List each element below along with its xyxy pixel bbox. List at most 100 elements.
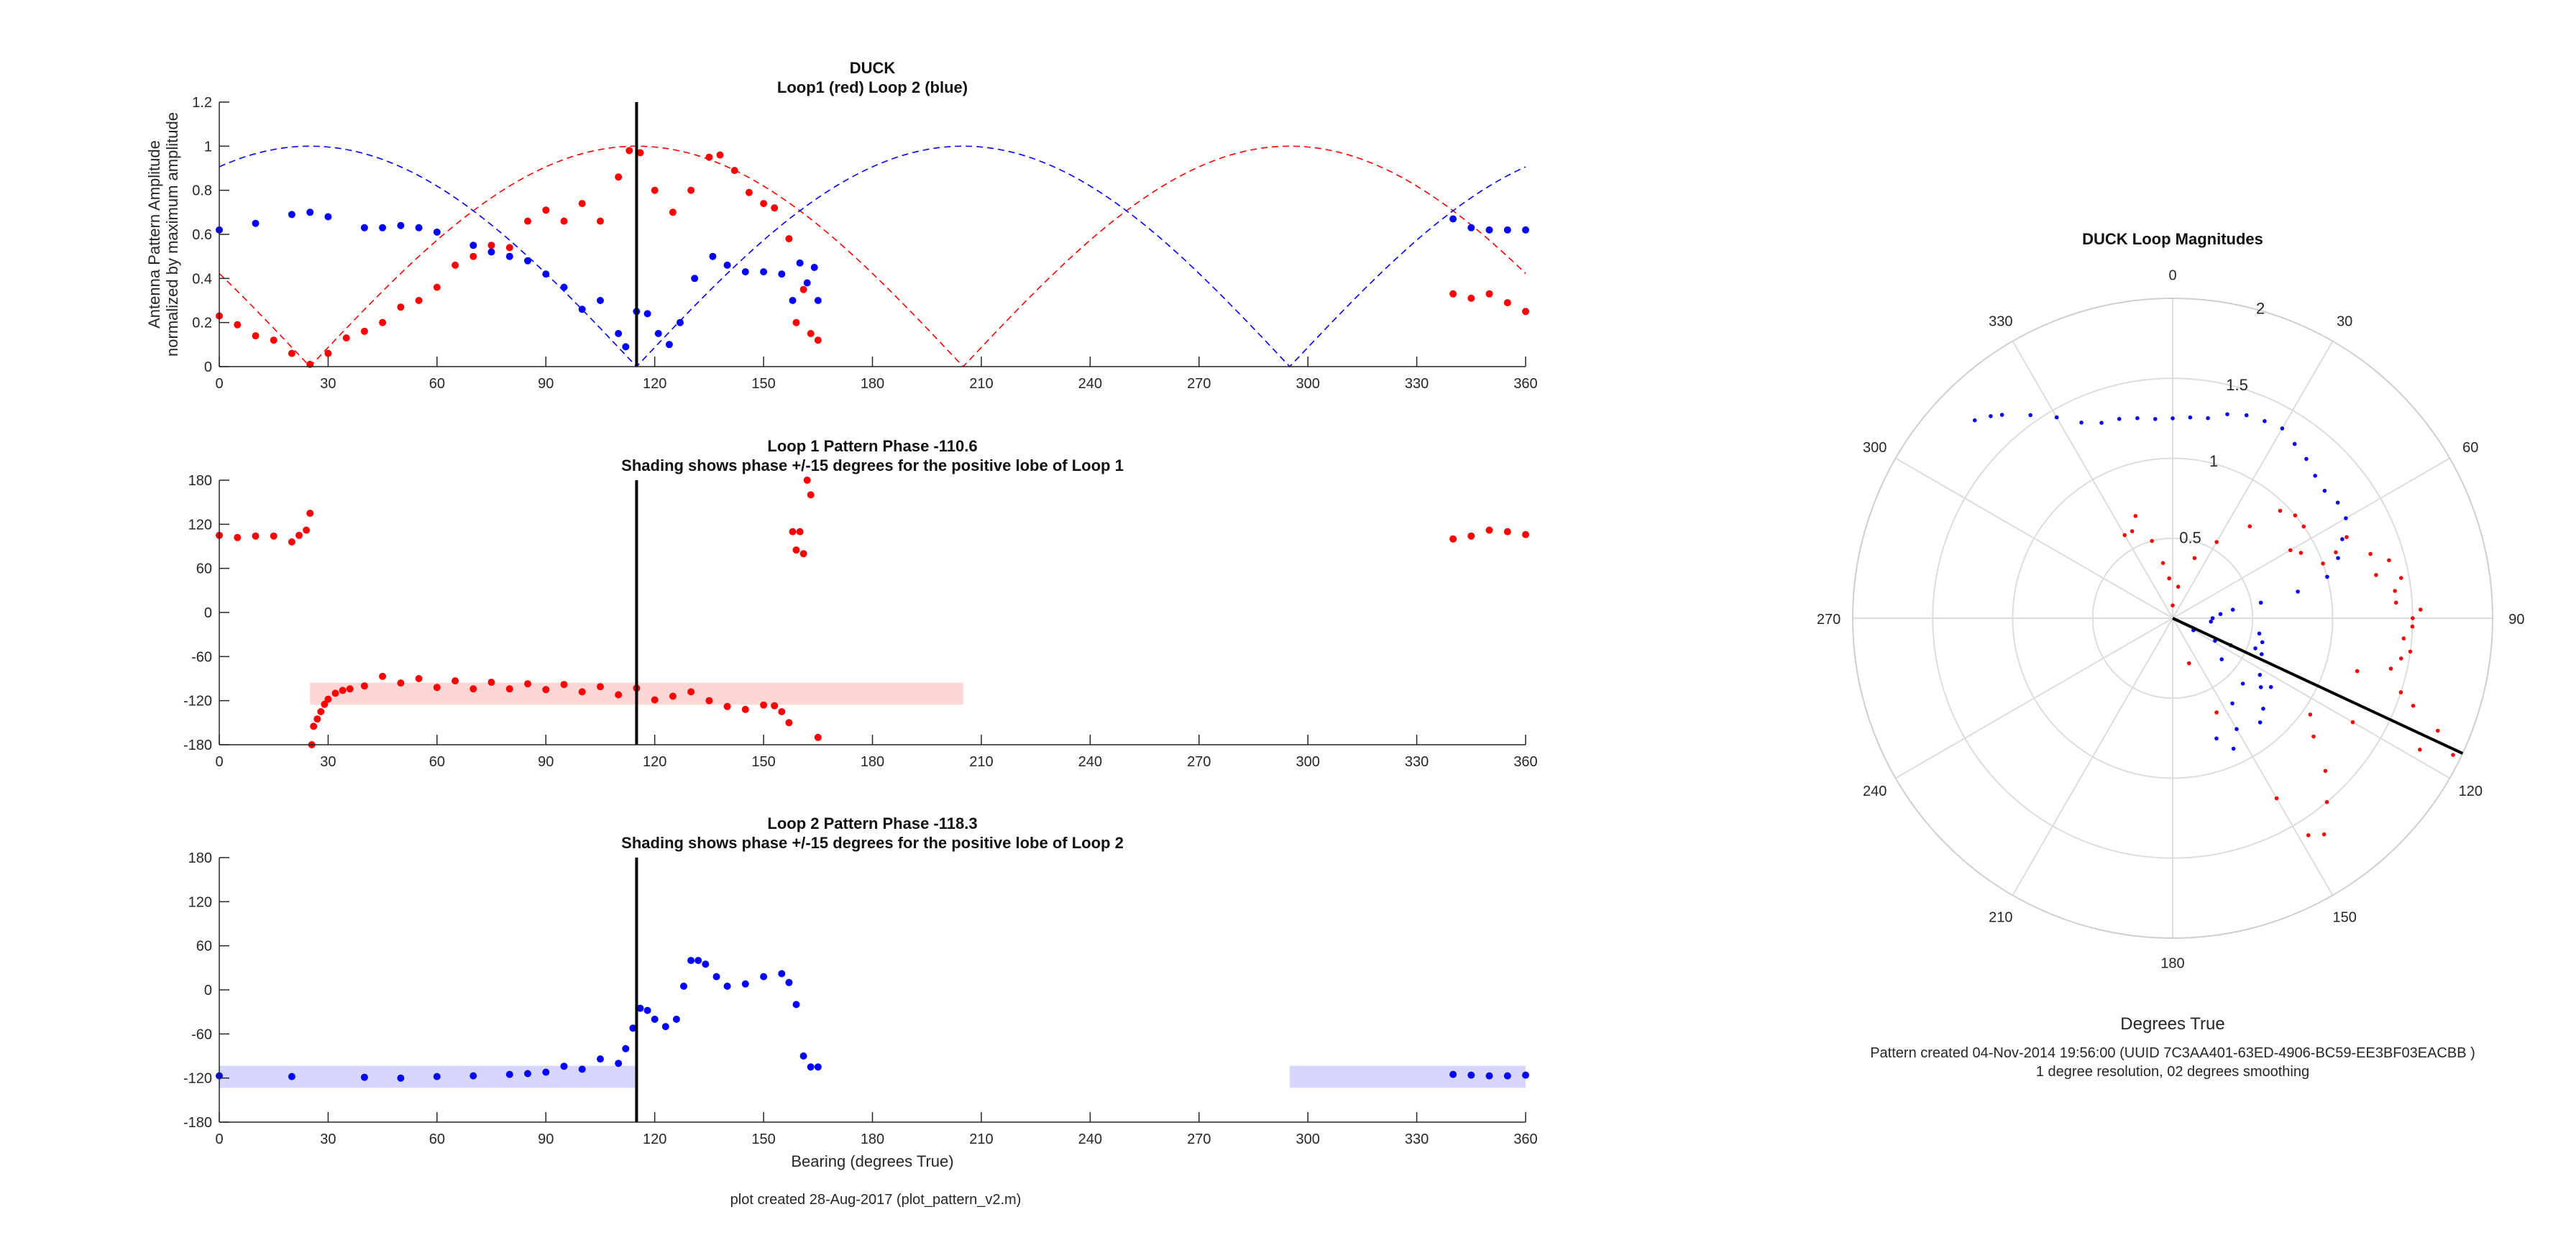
pattern-created-caption: Pattern created 04-Nov-2014 19:56:00 (UU… [1870,1045,2475,1061]
x-tick-label: 270 [1187,754,1211,770]
x-tick-label: 300 [1296,376,1319,392]
data-point [687,957,695,965]
polar-data-point [1989,414,1993,418]
x-tick-label: 210 [969,754,993,770]
x-tick-label: 300 [1296,754,1319,770]
polar-data-point [2130,529,2135,533]
polar-data-point [1999,413,2004,417]
polar-radial-label: 1.5 [2226,376,2248,394]
data-point [1485,1072,1493,1080]
polar-xlabel: Degrees True [2120,1014,2224,1034]
y-tick-label: -120 [183,1071,212,1087]
data-point [712,973,720,981]
data-point [578,306,586,313]
data-point [560,217,568,225]
data-point [505,244,513,252]
polar-data-point [2230,701,2234,706]
amp-title-line: Loop1 (red) Loop 2 (blue) [777,78,968,96]
polar-data-point [2293,513,2298,518]
data-point [469,685,477,693]
data-point [524,680,531,688]
polar-data-point [2122,533,2127,538]
data-point [636,1004,644,1012]
data-point [597,1055,604,1063]
data-point [771,702,779,710]
data-point [317,708,325,715]
data-point [542,206,550,214]
data-point [615,330,623,337]
data-point [324,349,332,357]
polar-data-point [2258,685,2263,689]
data-point [615,691,623,699]
data-point [295,531,303,539]
polar-data-point [2028,413,2032,418]
x-tick-label: 0 [215,376,223,392]
data-point [778,708,786,715]
data-point [796,259,804,267]
data-point [560,681,568,689]
polar-data-point [2388,666,2393,671]
y-tick-label: 0 [204,605,212,621]
data-point [1449,290,1457,298]
data-point [771,204,779,212]
y-tick-label: 0 [204,359,212,375]
polar-data-point [2240,681,2245,686]
data-point [796,528,804,536]
data-point [252,532,260,540]
data-point [270,336,278,344]
polar-data-point [2209,619,2213,624]
data-point [792,1001,800,1009]
resolution-caption: 1 degree resolution, 02 degrees smoothin… [2036,1064,2309,1080]
polar-data-point [2350,720,2355,725]
polar-data-point [2368,551,2373,556]
data-point [452,261,459,269]
data-point [745,188,753,196]
amp-ylabel-line: Antenna Pattern Amplitude [145,140,163,329]
y-tick-label: 180 [188,473,212,489]
data-point [723,982,731,990]
data-point [1485,226,1493,234]
x-tick-label: 360 [1513,376,1537,392]
data-point [814,336,822,344]
ph1-title-line: Loop 1 Pattern Phase -110.6 [767,437,977,455]
x-tick-label: 150 [751,754,775,770]
data-point [669,208,677,216]
polar-data-point [2292,441,2297,446]
amp-ylabel-line: normalized by maximum amplitude [163,112,181,357]
polar-data-point [2133,514,2138,518]
data-point [687,186,695,194]
polar-data-point [2418,607,2423,612]
data-point [1503,299,1511,307]
polar-data-point [2374,573,2378,577]
x-tick-label: 60 [429,1131,445,1147]
polar-data-point [2099,421,2104,425]
amp-title-line: DUCK [850,59,896,77]
polar-data-point [2411,616,2415,620]
polar-angle-label: 180 [2160,955,2184,971]
data-point [615,1060,623,1068]
data-point [288,538,295,546]
polar-data-point [2054,415,2059,420]
x-tick-label: 60 [429,754,445,770]
polar-data-point [2225,412,2229,417]
data-point [622,343,630,351]
ph2-title-line: Loop 2 Pattern Phase -118.3 [767,814,977,832]
polar-data-point [2393,589,2397,593]
polar-data-point [2261,707,2265,711]
data-point [288,349,295,357]
data-point [1449,215,1457,223]
data-point [669,692,677,700]
polar-data-point [2263,419,2267,423]
data-point [807,1063,815,1071]
data-point [360,224,368,231]
x-tick-label: 240 [1078,754,1102,770]
polar-data-point [2355,669,2360,674]
polar-angle-label: 30 [2337,314,2352,330]
data-point [313,715,321,723]
data-point [814,1063,822,1071]
data-point [542,270,550,278]
polar-data-point [2306,833,2311,837]
polar-data-point [2150,538,2154,543]
polar-data-point [2340,537,2344,541]
data-point [741,268,749,276]
